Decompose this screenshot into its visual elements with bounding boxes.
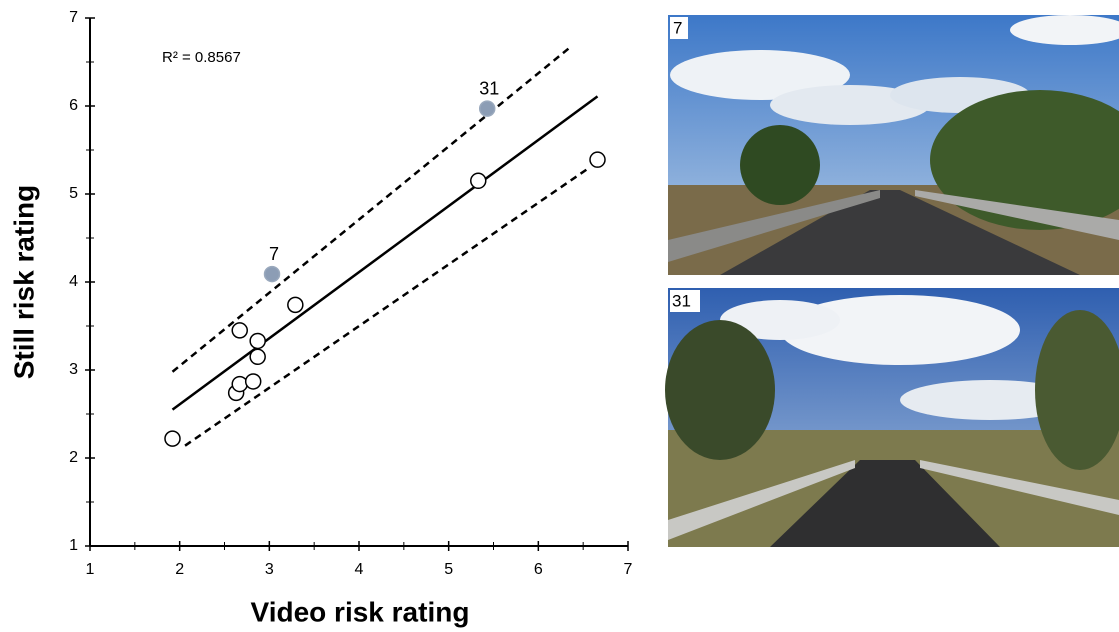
point (288, 297, 303, 312)
y-tick-label: 1 (69, 537, 78, 554)
point (165, 431, 180, 446)
x-tick-label: 4 (355, 561, 364, 578)
y-axis-label: Still risk rating (8, 185, 39, 380)
figure: 7 31 R² = 0.8567 Video risk rating Still… (0, 0, 1119, 632)
point (265, 267, 280, 282)
photo-label: 31 (672, 291, 691, 310)
x-tick-label: 2 (175, 561, 184, 578)
page: 7 31 R² = 0.8567 Video risk rating Still… (0, 0, 1119, 632)
x-axis-label: Video risk rating (251, 596, 470, 627)
photo-label: 7 (673, 18, 682, 37)
point (480, 101, 495, 116)
photo-7: 7 (668, 15, 1119, 275)
point (246, 374, 261, 389)
point (250, 333, 265, 348)
point (590, 152, 605, 167)
x-tick-label: 3 (265, 561, 274, 578)
point (250, 349, 265, 364)
fit-line (172, 96, 597, 409)
y-tick-label: 5 (69, 185, 78, 202)
point (232, 323, 247, 338)
y-tick-label: 3 (69, 361, 78, 378)
confidence-band (185, 168, 589, 446)
x-tick-label: 5 (444, 561, 453, 578)
y-tick-label: 7 (69, 9, 78, 26)
point-label: 7 (269, 244, 279, 264)
point (232, 377, 247, 392)
annotation: R² = 0.8567 (162, 49, 241, 66)
x-tick-label: 6 (534, 561, 543, 578)
photo-31: 31 (665, 288, 1119, 547)
y-tick-label: 6 (69, 97, 78, 114)
x-tick-label: 7 (624, 561, 633, 578)
point-label: 31 (479, 78, 499, 98)
y-tick-label: 4 (69, 273, 78, 290)
point (471, 173, 486, 188)
confidence-band (172, 46, 571, 372)
x-tick-label: 1 (86, 561, 95, 578)
y-tick-label: 2 (69, 449, 78, 466)
